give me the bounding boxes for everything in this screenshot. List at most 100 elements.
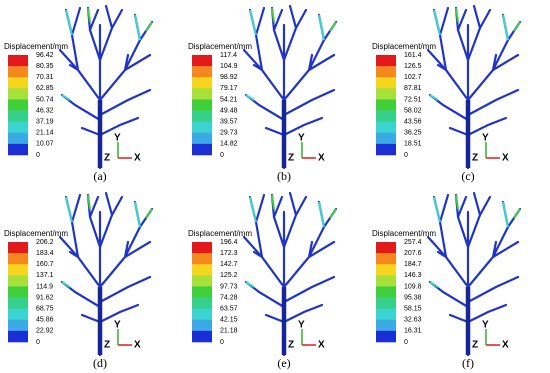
color-band [376, 143, 396, 156]
legend-tick: 126.5 [404, 63, 422, 70]
panel-label: (c) [461, 169, 474, 183]
color-band [8, 77, 28, 89]
legend-tick: 117.4 [220, 52, 237, 59]
legend-title: Displacement/mm [4, 229, 68, 238]
legend-tick: 39.57 [220, 119, 238, 126]
legend-tick: 43.56 [404, 119, 422, 126]
panel-label: (e) [277, 356, 290, 370]
legend-tick: 97.73 [220, 283, 238, 290]
panel-label: (b) [277, 169, 291, 183]
legend-tick: 160.7 [36, 261, 54, 268]
panel-label: (d) [93, 356, 107, 370]
legend-tick: 37.19 [36, 119, 54, 126]
legend-tick: 72.51 [404, 96, 422, 103]
color-band [376, 264, 396, 276]
color-band [376, 132, 396, 145]
color-band [8, 110, 28, 122]
tree-model [428, 6, 520, 168]
legend-tick: 36.25 [404, 130, 422, 137]
color-band [8, 242, 28, 254]
color-band [8, 275, 28, 287]
axis-z-label: Z [288, 153, 294, 164]
color-band [376, 121, 396, 134]
color-band [192, 297, 212, 309]
color-band [376, 253, 396, 265]
legend-tick: 16.31 [404, 328, 422, 335]
panel-label: (a) [93, 169, 106, 183]
axis-y-label: Y [482, 133, 489, 144]
legend-tick: 206.2 [36, 239, 54, 246]
tree-model [244, 6, 336, 168]
legend-tick: 91.62 [36, 294, 54, 301]
color-band [8, 121, 28, 134]
color-band [376, 297, 396, 309]
color-band [192, 308, 212, 321]
color-band [192, 77, 212, 89]
legend-tick: 49.48 [220, 107, 238, 114]
color-band [192, 143, 212, 156]
color-band [8, 253, 28, 265]
legend-title: Displacement/mm [188, 229, 252, 238]
legend-tick: 74.28 [220, 294, 238, 301]
color-band [8, 132, 28, 145]
color-band [376, 330, 396, 343]
color-band [192, 242, 212, 254]
color-band [192, 132, 212, 145]
legend-tick: 21.18 [220, 328, 238, 335]
axis-z-label: Z [288, 340, 294, 351]
legend-tick: 80.35 [36, 63, 54, 70]
legend-tick: 0 [220, 339, 224, 346]
legend-tick: 63.57 [220, 306, 238, 313]
color-band [192, 330, 212, 343]
legend-tick: 70.31 [36, 74, 54, 81]
legend-title: Displacement/mm [4, 42, 68, 51]
legend-tick: 109.8 [404, 283, 422, 290]
color-band [192, 253, 212, 265]
legend-tick: 0 [36, 339, 40, 346]
axis-y-label: Y [482, 320, 489, 331]
color-band [8, 286, 28, 298]
legend-tick: 196.4 [220, 239, 238, 246]
legend-tick: 21.14 [36, 130, 54, 137]
axis-z-label: Z [104, 153, 110, 164]
legend-tick: 58.02 [404, 107, 422, 114]
legend-tick: 142.7 [220, 261, 238, 268]
axis-x-label: X [502, 340, 509, 351]
color-band [8, 99, 28, 111]
color-band [192, 55, 212, 67]
color-band [192, 110, 212, 122]
legend-title: Displacement/mm [372, 229, 436, 238]
color-band [8, 319, 28, 332]
color-band [192, 264, 212, 276]
legend-tick: 32.63 [404, 317, 422, 324]
legend-tick: 0 [404, 339, 408, 346]
legend-tick: 95.38 [404, 294, 422, 301]
legend-tick: 98.92 [220, 74, 238, 81]
legend-tick: 102.7 [404, 74, 422, 81]
axis-y-label: Y [298, 133, 305, 144]
color-band [192, 99, 212, 111]
legend-tick: 42.15 [220, 317, 238, 324]
axis-z-label: Z [104, 340, 110, 351]
color-band [376, 55, 396, 67]
legend-tick: 183.4 [36, 250, 54, 257]
legend-tick: 96.42 [36, 52, 54, 59]
color-band [376, 286, 396, 298]
axis-x-label: X [134, 340, 141, 351]
legend-tick: 54.21 [220, 96, 238, 103]
axis-x-label: X [318, 340, 325, 351]
axis-x-label: X [318, 153, 325, 164]
legend-tick: 161.4 [404, 52, 422, 59]
axis-y-label: Y [114, 320, 121, 331]
legend-tick: 257.4 [404, 239, 422, 246]
legend-tick: 114.9 [36, 283, 53, 290]
color-band [376, 242, 396, 254]
axis-x-label: X [502, 153, 509, 164]
legend-title: Displacement/mm [188, 42, 252, 51]
legend-tick: 18.51 [404, 141, 422, 148]
axis-x-label: X [134, 153, 141, 164]
legend-tick: 50.74 [36, 96, 54, 103]
legend-tick: 46.32 [36, 107, 54, 114]
